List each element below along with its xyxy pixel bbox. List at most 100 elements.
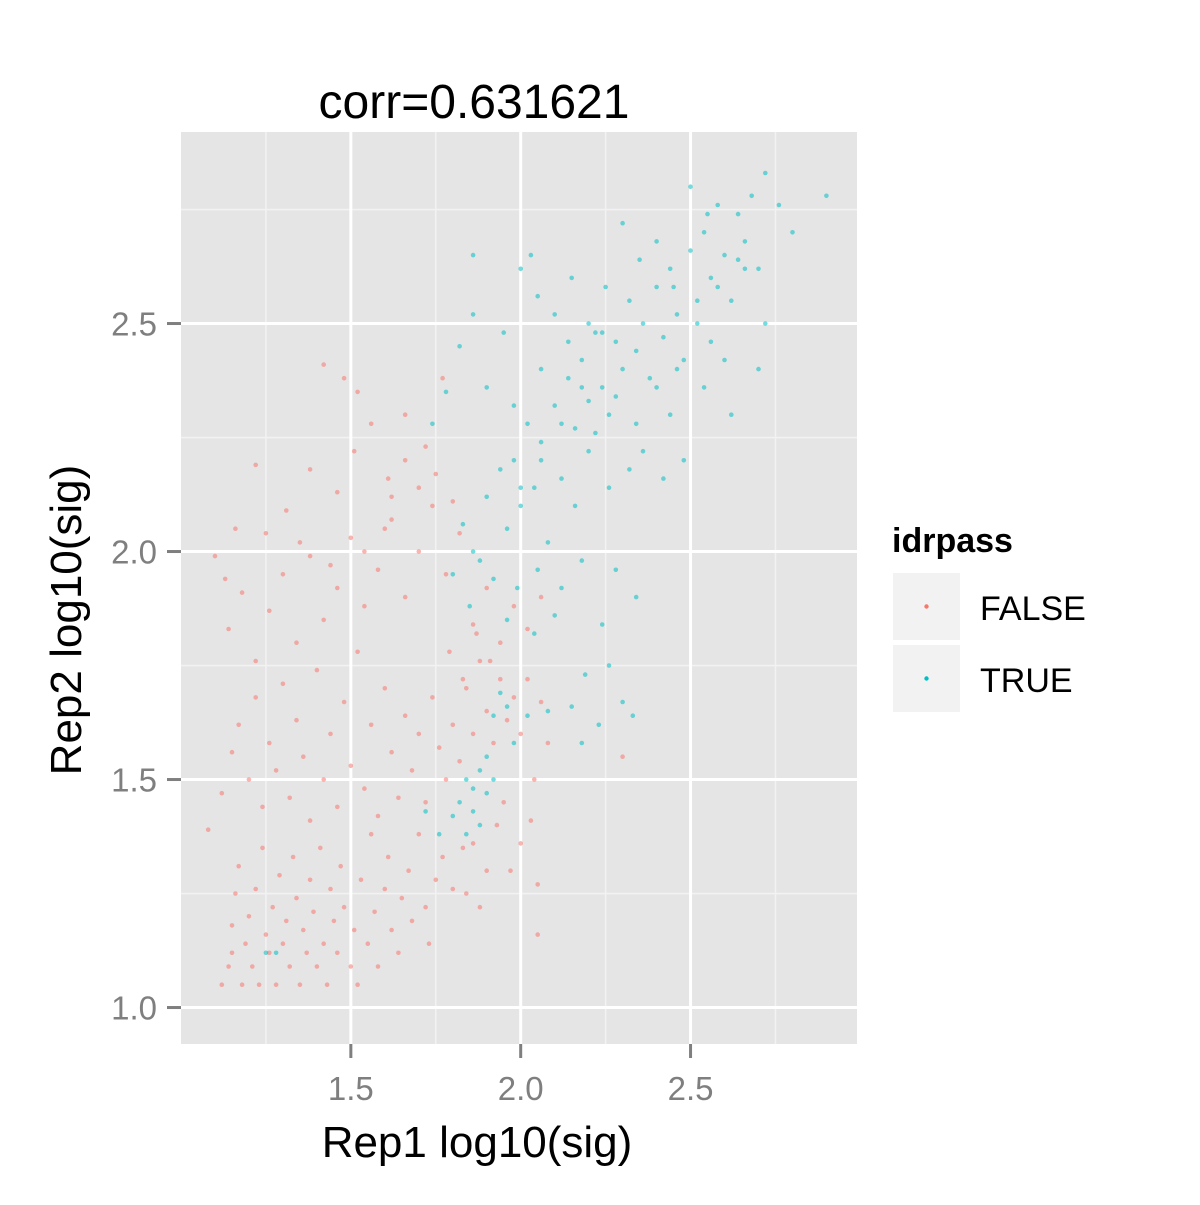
point-false [443,777,449,782]
point-false [267,740,272,746]
point-false [362,549,367,554]
point-true [477,768,483,773]
point-false [236,722,241,728]
point-false [236,863,241,869]
point-false [389,494,394,500]
point-true [457,344,462,349]
point-true [535,293,540,299]
point-true [742,266,748,272]
point-true [606,663,612,668]
point-true [484,790,490,796]
point-false [229,749,235,755]
point-true [654,239,659,244]
point-false [348,964,354,969]
legend-label-true: TRUE [980,662,1073,700]
point-false [416,485,422,491]
point-true [647,375,653,381]
point-false [222,576,228,582]
point-true [695,321,700,326]
point-false [433,877,439,883]
point-false [351,927,357,933]
point-false [355,389,360,395]
point-true [620,699,625,705]
point-true [504,617,510,623]
point-false [443,572,449,577]
point-false [243,941,248,946]
point-true [572,426,578,431]
axis-ticks [167,322,693,1058]
point-false [402,412,408,418]
tick-labels: 1.5 2.0 2.5 1.0 1.5 2.0 2.5 [111,306,713,1107]
point-true [559,476,564,481]
point-false [297,982,303,987]
point-true [498,690,503,696]
point-true [620,366,625,372]
point-false [362,603,367,609]
legend-title: idrpass [892,522,1013,560]
point-true [790,230,795,235]
point-false [267,608,272,614]
point-true [688,248,693,253]
point-true [525,713,530,718]
point-false [341,375,347,381]
point-false [532,777,537,782]
point-true [586,448,591,454]
point-true [695,298,700,304]
point-true [477,558,483,563]
point-false [491,740,496,746]
point-true [654,284,659,290]
point-false [253,695,258,700]
point-true [566,339,571,345]
point-false [433,471,439,477]
point-true [606,485,612,491]
point-false [518,731,523,737]
point-true [484,385,490,390]
point-false [409,918,415,924]
point-false [277,873,282,878]
point-false [355,649,360,655]
point-true [491,576,496,582]
point-true [569,275,574,281]
point-false [535,882,540,887]
point-false [470,731,476,737]
point-false [382,686,388,691]
point-true [763,170,768,176]
point-true [423,809,428,814]
y-tick-label: 1.0 [111,990,157,1027]
point-false [464,686,469,691]
point-true [470,252,476,258]
y-tick-label: 1.5 [111,762,157,799]
point-true [756,366,761,372]
point-false [311,909,316,915]
point-false [355,982,360,987]
point-false [351,448,357,454]
point-true [436,831,442,837]
point-false [487,658,493,664]
point-false [416,549,422,554]
point-false [307,818,313,823]
point-true [504,526,510,531]
point-false [423,904,428,910]
point-true [613,394,619,399]
point-false [246,914,252,919]
x-tick-label: 1.5 [328,1070,374,1107]
point-false [477,904,483,910]
point-false [297,540,303,545]
point-true [470,786,476,791]
point-true [596,722,602,728]
point-false [328,562,333,568]
point-false [301,754,306,759]
point-false [470,841,476,846]
point-false [267,950,272,956]
point-false [226,626,231,632]
point-false [457,759,462,764]
point-true [756,266,761,272]
point-false [318,845,323,851]
point-false [273,768,279,773]
point-false [498,676,503,682]
legend-key-false-marker [924,604,929,609]
point-false [460,676,466,682]
point-true [599,385,605,390]
point-true [633,348,639,354]
point-true [606,412,612,418]
